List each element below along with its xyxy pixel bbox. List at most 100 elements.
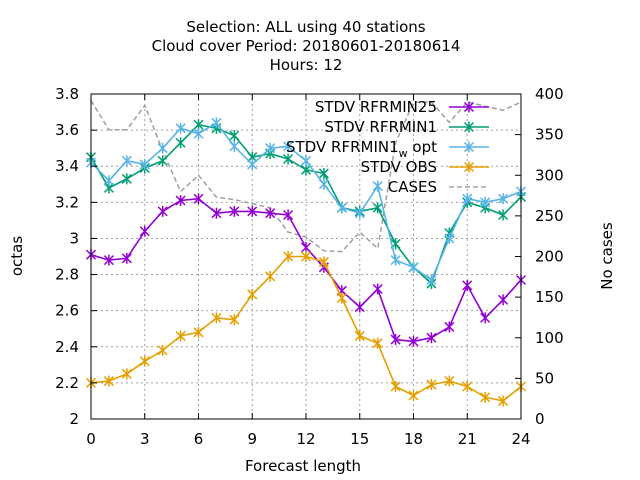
data-point <box>103 375 114 387</box>
data-point <box>372 180 383 192</box>
legend-label: STDV OBS <box>361 158 437 176</box>
data-point <box>462 381 473 392</box>
data-point <box>283 140 294 152</box>
data-point <box>265 207 276 219</box>
y-tick-label: 3.2 <box>55 193 79 211</box>
data-point <box>444 321 455 333</box>
data-point <box>283 209 294 221</box>
data-point <box>462 193 473 205</box>
data-point <box>121 252 132 264</box>
y-tick-label: 2 <box>69 410 79 428</box>
series-layer <box>85 100 527 407</box>
data-point <box>265 270 276 282</box>
data-point <box>229 130 240 142</box>
y2-tick-label: 100 <box>535 329 564 347</box>
data-point <box>229 140 240 152</box>
data-point <box>283 153 294 165</box>
data-point <box>247 205 258 217</box>
data-point <box>121 368 132 380</box>
data-point <box>462 279 473 291</box>
data-point <box>265 142 276 154</box>
data-point <box>408 390 419 402</box>
data-point <box>139 355 150 367</box>
data-point <box>318 167 329 179</box>
y-axis-label: octas <box>8 236 26 276</box>
data-point <box>480 196 491 208</box>
legend-label: STDV RFRMIN1 <box>324 118 437 136</box>
data-point <box>318 178 329 190</box>
y-tick-label: 2.4 <box>55 338 79 356</box>
data-point <box>300 155 312 167</box>
legend-marker <box>463 141 475 153</box>
data-point <box>390 334 401 346</box>
data-point <box>139 225 150 237</box>
data-point <box>247 158 258 170</box>
data-point <box>390 381 401 392</box>
legend-entry: STDV RFRMIN25 <box>315 98 489 116</box>
data-point <box>247 288 258 300</box>
legend-label: STDV RFRMIN1w opt <box>286 138 437 160</box>
x-tick-label: 12 <box>296 430 315 448</box>
data-point <box>354 330 365 342</box>
data-point <box>103 254 114 266</box>
data-point <box>229 205 240 217</box>
series-cases <box>90 100 522 253</box>
data-point <box>211 117 222 129</box>
data-point <box>498 294 509 306</box>
data-point <box>157 205 168 217</box>
y2-tick-label: 50 <box>535 369 554 387</box>
data-point <box>336 202 347 214</box>
axis-ticks: 0 3 6 9 12 15 18 21 24 2 2.2 2.4 2.6 2.8 3 3.2 3.4 3.6 3.8… <box>55 85 564 448</box>
x-tick-label: 24 <box>511 430 530 448</box>
x-tick-label: 0 <box>86 430 96 448</box>
y-tick-label: 3.4 <box>55 157 79 175</box>
legend-entry: STDV RFRMIN1w opt <box>286 138 489 160</box>
x-tick-label: 3 <box>140 430 150 448</box>
data-point <box>175 195 186 207</box>
data-point <box>211 312 222 324</box>
x-axis-label: Forecast length <box>245 457 361 475</box>
data-point <box>336 292 347 304</box>
x-tick-label: 9 <box>247 430 257 448</box>
legend-label: STDV RFRMIN25 <box>315 98 437 116</box>
y2-tick-label: 0 <box>535 410 545 428</box>
data-point <box>193 128 204 140</box>
data-point <box>139 158 150 170</box>
series-stdv-rfrmin1-w-opt <box>85 117 527 286</box>
y2-tick-label: 400 <box>535 85 564 103</box>
title-line-3: Hours: 12 <box>270 56 343 74</box>
data-point <box>175 330 186 342</box>
data-point <box>426 332 437 344</box>
x-tick-label: 6 <box>194 430 204 448</box>
legend-label: CASES <box>388 178 437 196</box>
data-point <box>193 326 204 338</box>
data-point <box>426 274 437 286</box>
data-point <box>354 207 365 219</box>
data-point <box>157 344 168 356</box>
data-point <box>193 193 204 205</box>
series-stdv-obs <box>85 251 527 407</box>
y2-tick-label: 200 <box>535 248 564 266</box>
data-point <box>372 337 383 349</box>
data-point <box>121 173 132 185</box>
title-line-1: Selection: ALL using 40 stations <box>186 18 425 36</box>
data-point <box>444 375 455 387</box>
chart-title: Selection: ALL using 40 stations Cloud c… <box>152 18 461 74</box>
legend: STDV RFRMIN25 STDV RFRMIN1 STDV RFRMIN1w o… <box>286 98 489 196</box>
data-point <box>229 314 240 326</box>
series-line <box>90 100 522 253</box>
x-tick-label: 18 <box>404 430 423 448</box>
y-tick-label: 2.6 <box>55 302 79 320</box>
data-point <box>283 251 294 262</box>
data-point <box>211 207 222 219</box>
y2-tick-label: 150 <box>535 288 564 306</box>
data-point <box>498 395 509 407</box>
data-point <box>121 155 132 167</box>
data-point <box>175 122 186 134</box>
y-tick-label: 3 <box>69 229 79 247</box>
data-point <box>175 137 186 149</box>
data-point <box>157 142 168 154</box>
data-point <box>157 155 168 167</box>
data-point <box>444 232 455 244</box>
